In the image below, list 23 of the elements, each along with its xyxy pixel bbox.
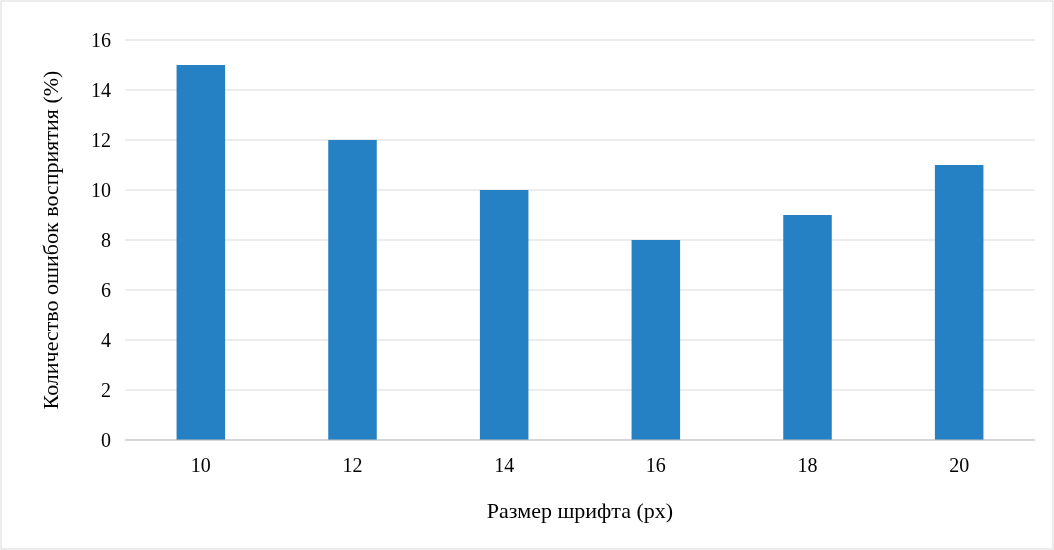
y-tick-label: 10 [91, 179, 111, 201]
y-tick-label: 0 [101, 429, 111, 451]
bar [328, 140, 377, 440]
y-tick-label: 12 [91, 129, 111, 151]
y-tick-label: 6 [101, 279, 111, 301]
bar [479, 190, 529, 440]
y-tick-label: 8 [101, 229, 111, 251]
bar [176, 65, 226, 440]
x-tick-label: 10 [190, 454, 211, 476]
x-tick-label: 12 [342, 454, 363, 476]
y-tick-label: 16 [91, 29, 111, 51]
y-tick-label: 2 [101, 379, 111, 401]
x-tick-label: 16 [645, 454, 666, 476]
bar [631, 240, 681, 440]
y-tick-label: 4 [101, 329, 111, 351]
bar [783, 215, 832, 440]
y-tick-label: 14 [91, 79, 111, 101]
x-tick-label: 18 [797, 454, 818, 476]
x-tick-label: 14 [494, 454, 515, 476]
x-axis-title: Размер шрифта (px) [486, 498, 674, 523]
x-tick-label: 20 [949, 454, 970, 476]
y-axis-title: Количество ошибок восприятия (%) [38, 70, 63, 410]
bar [934, 165, 984, 440]
